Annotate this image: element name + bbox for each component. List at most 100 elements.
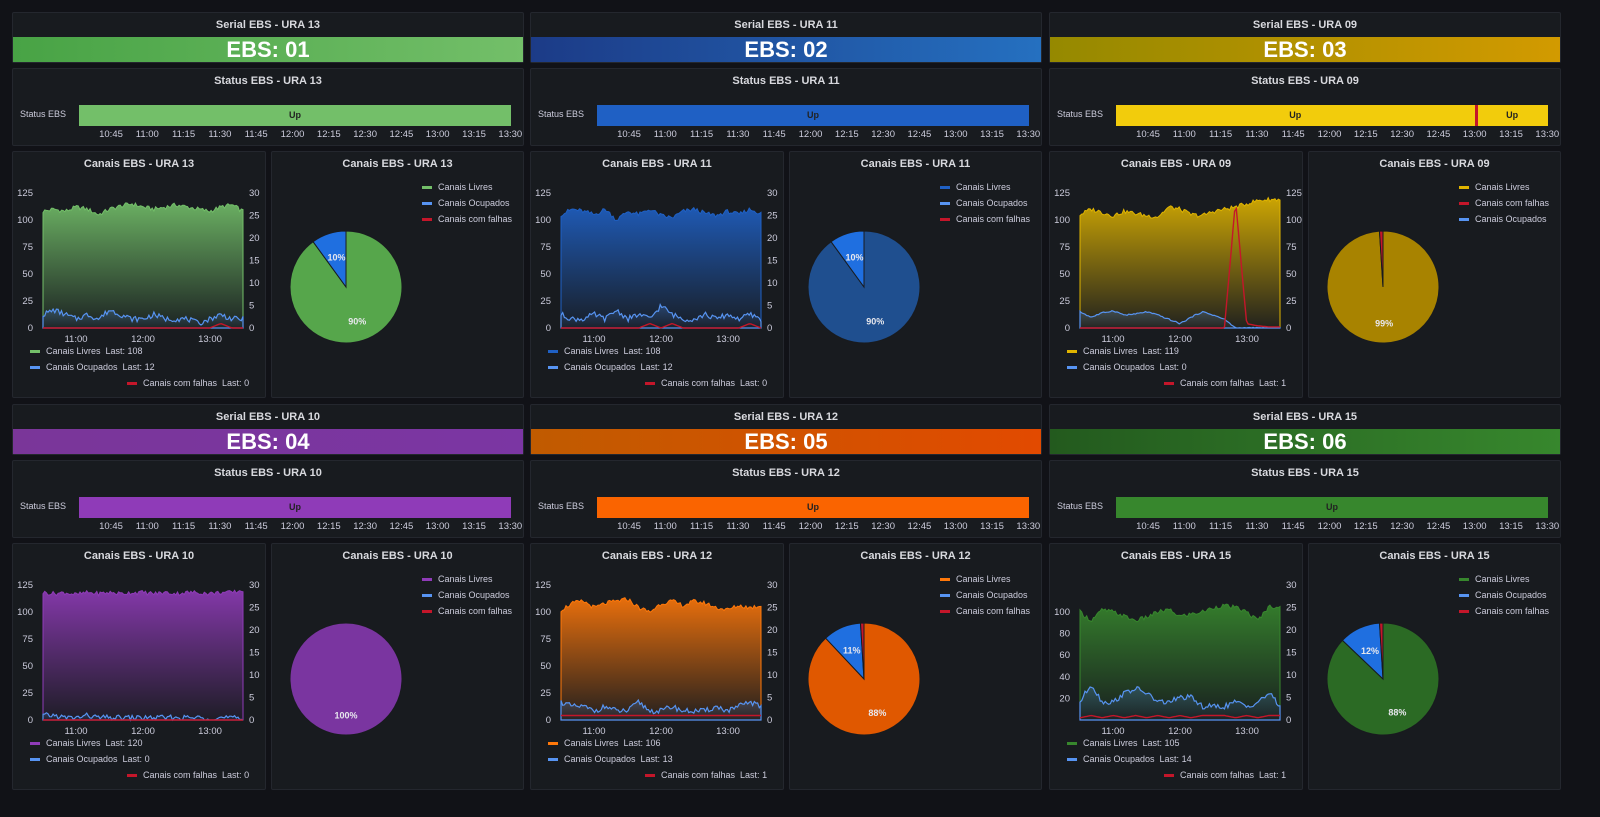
legend-item-ocupados[interactable]: Canais Ocupados Last: 0 [30, 754, 150, 764]
legend-label: Canais com falhas [956, 214, 1031, 224]
legend-item-livres[interactable]: Canais Livres Last: 105 [1067, 738, 1180, 748]
legend-item-ocupados[interactable]: Canais Ocupados Last: 12 [30, 362, 155, 372]
legend-item-falhas[interactable]: Canais com falhas Last: 1 [645, 770, 767, 780]
timeseries-panel[interactable]: Canais EBS - URA 09 0 25 50 75 100 125 0 25 50 75 1… [1049, 151, 1303, 398]
pie-panel[interactable]: Canais EBS - URA 11 90% 10% Canais Livres Ca… [789, 151, 1042, 398]
pie-legend-item-ocupados[interactable]: Canais Ocupados [940, 590, 1028, 600]
legend-item-falhas[interactable]: Canais com falhas Last: 1 [1164, 770, 1286, 780]
pie-legend-item-ocupados[interactable]: Canais Ocupados [422, 198, 510, 208]
legend-label: Canais com falhas [661, 378, 736, 388]
legend-item-ocupados[interactable]: Canais Ocupados Last: 0 [1067, 362, 1187, 372]
pie-legend-item-falhas[interactable]: Canais com falhas [1459, 198, 1549, 208]
right-axis-tick: 15 [1286, 648, 1297, 659]
pie-legend-item-ocupados[interactable]: Canais Ocupados [422, 590, 510, 600]
pie-legend-item-falhas[interactable]: Canais com falhas [422, 606, 512, 616]
legend-last-prefix: Last: [1259, 770, 1282, 780]
time-tick: 11:15 [1209, 129, 1233, 140]
status-bar-segment[interactable]: Up [1116, 497, 1548, 518]
legend-last-value: 0 [762, 378, 768, 388]
panel-title: Serial EBS - URA 09 [1252, 19, 1358, 31]
timeseries-panel[interactable]: Canais EBS - URA 12 0 25 50 75 100 125 0 5 10 15 20… [530, 543, 784, 790]
legend-label: Canais Livres [1475, 574, 1530, 584]
legend-item-livres[interactable]: Canais Livres Last: 106 [548, 738, 661, 748]
pie-legend-item-falhas[interactable]: Canais com falhas [422, 214, 512, 224]
right-axis-tick: 10 [1286, 670, 1297, 681]
ebs-value: EBS: 06 [1050, 429, 1560, 454]
legend-last-value: 12 [144, 362, 155, 372]
legend-item-falhas[interactable]: Canais com falhas Last: 0 [127, 378, 249, 388]
pie-slice-label: 90% [348, 317, 366, 327]
timeseries-panel[interactable]: Canais EBS - URA 15 20 40 60 80 100 0 5 10 15 20 25… [1049, 543, 1303, 790]
time-tick: 12:15 [834, 129, 859, 140]
pie-legend-item-livres[interactable]: Canais Livres [422, 574, 493, 584]
pie-legend-item-falhas[interactable]: Canais com falhas [1459, 606, 1549, 616]
legend-item-falhas[interactable]: Canais com falhas Last: 1 [1164, 378, 1286, 388]
status-bar-segment[interactable]: Up [79, 497, 511, 518]
legend-item-livres[interactable]: Canais Livres Last: 108 [548, 346, 661, 356]
legend-item-falhas[interactable]: Canais com falhas Last: 0 [645, 378, 767, 388]
status-bar-segment[interactable]: Up [597, 497, 1029, 518]
legend-swatch [1459, 186, 1469, 190]
legend-item-ocupados[interactable]: Canais Ocupados Last: 13 [548, 754, 673, 764]
pie-panel[interactable]: Canais EBS - URA 12 88% 11% Canais Livres Ca… [789, 543, 1042, 790]
left-axis-tick: 75 [540, 634, 551, 645]
timeseries-panel[interactable]: Canais EBS - URA 10 0 25 50 75 100 125 0 5 10 15 20… [12, 543, 266, 790]
legend-item-livres[interactable]: Canais Livres Last: 108 [30, 346, 143, 356]
time-tick: 13:30 [498, 129, 523, 140]
series-canais-com-falhas [1079, 714, 1280, 719]
status-bar-segment[interactable]: Up [1476, 105, 1548, 126]
status-bar-segment[interactable]: Up [597, 105, 1029, 126]
legend-last-prefix: Last: [122, 754, 145, 764]
left-axis-tick: 75 [540, 242, 551, 253]
right-axis-tick: 30 [249, 188, 260, 199]
x-axis-tick: 13:00 [716, 726, 740, 737]
legend-item-ocupados[interactable]: Canais Ocupados Last: 12 [548, 362, 673, 372]
legend-label: Canais Ocupados [564, 362, 636, 372]
pie-slice-label: 88% [868, 708, 886, 718]
x-axis-tick: 11:00 [1101, 726, 1124, 737]
timeseries-chart: 0 25 50 75 100 125 0 5 10 15 20 25 30 11:00 12:00 13:00 [535, 580, 777, 737]
time-tick: 13:00 [1462, 129, 1487, 140]
left-axis-tick: 25 [22, 296, 33, 307]
pie-legend-item-ocupados[interactable]: Canais Ocupados [940, 198, 1028, 208]
left-axis-tick: 125 [535, 580, 551, 591]
panel-title: Canais EBS - URA 12 [601, 550, 713, 562]
series-canais-livres [560, 597, 762, 721]
pie-panel[interactable]: Canais EBS - URA 09 99% Canais Livres Canai… [1308, 151, 1561, 398]
legend-label: Canais com falhas [143, 378, 218, 388]
pie-legend-item-falhas[interactable]: Canais com falhas [940, 214, 1030, 224]
pie-legend-item-livres[interactable]: Canais Livres [422, 182, 493, 192]
pie-panel[interactable]: Canais EBS - URA 13 90% 10% Canais Livres Ca… [271, 151, 524, 398]
ebs-value: EBS: 05 [531, 429, 1041, 454]
pie-legend-item-livres[interactable]: Canais Livres [1459, 574, 1530, 584]
time-tick: 12:00 [798, 129, 823, 140]
legend-item-ocupados[interactable]: Canais Ocupados Last: 14 [1067, 754, 1192, 764]
legend-item-livres[interactable]: Canais Livres Last: 119 [1067, 346, 1179, 356]
time-tick: 12:45 [389, 129, 414, 140]
legend-label: Canais Livres [1083, 346, 1138, 356]
pie-legend-item-ocupados[interactable]: Canais Ocupados [1459, 590, 1547, 600]
timeseries-chart: 0 25 50 75 100 125 0 5 10 15 20 25 30 11:00 12:00 13:00 [535, 188, 777, 345]
pie-slice-label: 10% [327, 253, 345, 263]
pie-legend-item-livres[interactable]: Canais Livres [940, 574, 1011, 584]
legend-item-falhas[interactable]: Canais com falhas Last: 0 [127, 770, 249, 780]
legend-item-livres[interactable]: Canais Livres Last: 120 [30, 738, 143, 748]
status-bar-segment[interactable]: Up [1116, 105, 1475, 126]
time-tick: 13:15 [1499, 129, 1523, 140]
legend-label: Canais Ocupados [1083, 362, 1155, 372]
timeseries-panel[interactable]: Canais EBS - URA 11 0 25 50 75 100 125 0 5 10 15 20… [530, 151, 784, 398]
pie-panel[interactable]: Canais EBS - URA 15 88% 12% Canais Livres Ca… [1308, 543, 1561, 790]
time-tick: 12:45 [1426, 521, 1451, 532]
pie-legend-item-livres[interactable]: Canais Livres [940, 182, 1011, 192]
pie-legend-item-falhas[interactable]: Canais com falhas [940, 606, 1030, 616]
status-bar-segment[interactable]: Up [79, 105, 511, 126]
status-panel: Status EBS - URA 09 Status EBS Up Up 10:45 11… [1049, 68, 1561, 146]
legend-label: Canais com falhas [956, 606, 1031, 616]
pie-legend-item-livres[interactable]: Canais Livres [1459, 182, 1530, 192]
time-tick: 11:30 [726, 521, 750, 532]
pie-panel[interactable]: Canais EBS - URA 10 100% Canais Livres Cana… [271, 543, 524, 790]
pie-legend-item-ocupados[interactable]: Canais Ocupados [1459, 214, 1547, 224]
legend-label: Canais Ocupados [46, 754, 118, 764]
left-axis-tick: 100 [17, 215, 33, 226]
timeseries-panel[interactable]: Canais EBS - URA 13 0 25 50 75 100 125 0 5 10 15 20… [12, 151, 266, 398]
